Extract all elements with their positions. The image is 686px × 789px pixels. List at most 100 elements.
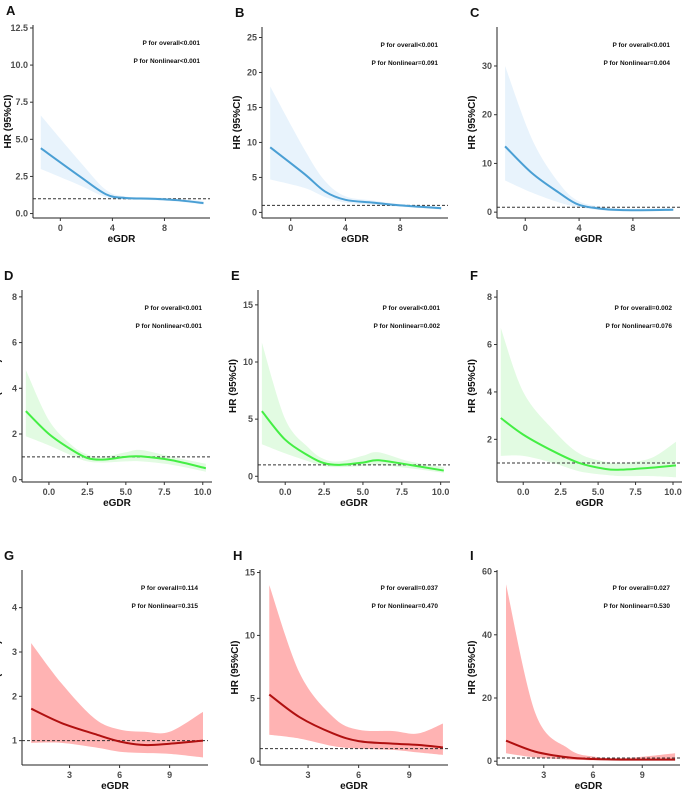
p-overall-label: P for overall=0.027 bbox=[612, 585, 670, 592]
y-axis-label: HR (95%CI) bbox=[232, 96, 243, 150]
panel-letter: B bbox=[235, 5, 244, 20]
y-axis-label: HR (95%CI) bbox=[467, 96, 478, 150]
x-tick-label: 10.0 bbox=[432, 487, 450, 497]
panel-letter: I bbox=[470, 548, 474, 563]
confidence-band bbox=[270, 86, 442, 210]
x-tick-label: 6 bbox=[117, 770, 122, 780]
x-tick-label: 5.0 bbox=[592, 487, 605, 497]
y-axis-label: HR (95%CI) bbox=[228, 359, 239, 413]
confidence-band bbox=[40, 115, 204, 205]
x-tick-label: 8 bbox=[630, 223, 635, 233]
panel-e: 0 5 10 15 0.0 2.5 5.0 7.5 10.0 eGDR HR (95%CI) E P f… bbox=[228, 268, 450, 509]
confidence-band bbox=[506, 584, 676, 761]
panel-h: 0 5 10 15 3 6 9 eGDR HR (95%CI) H P for overall=0.… bbox=[230, 548, 448, 789]
y-tick-label: 2 bbox=[12, 691, 17, 701]
x-tick-label: 2.5 bbox=[554, 487, 567, 497]
hr-curve bbox=[40, 147, 204, 205]
y-tick-label: 6 bbox=[487, 340, 492, 350]
y-tick-label: 0 bbox=[487, 756, 492, 766]
panel-d: 0 2 4 6 8 0.0 2.5 5.0 7.5 10.0 eGDR HR (95%CI) D P fo… bbox=[0, 268, 212, 509]
x-tick-label: 0.0 bbox=[517, 487, 530, 497]
p-nonlinear-label: P for Nonlinear=0.315 bbox=[131, 603, 198, 610]
x-tick-label: 2.5 bbox=[318, 487, 331, 497]
y-axis-label: HR (95%CI) bbox=[467, 359, 478, 413]
y-tick-label: 0 bbox=[250, 756, 255, 766]
x-tick-label: 6 bbox=[356, 770, 361, 780]
x-axis-label: eGDR bbox=[576, 498, 605, 509]
x-tick-label: 4 bbox=[343, 223, 348, 233]
y-tick-label: 5.0 bbox=[15, 134, 28, 144]
x-tick-label: 5.0 bbox=[357, 487, 370, 497]
y-tick-label: 30 bbox=[482, 61, 492, 71]
y-tick-label: 4 bbox=[12, 603, 17, 613]
confidence-band bbox=[269, 585, 443, 755]
y-tick-label: 10 bbox=[245, 630, 255, 640]
confidence-band bbox=[261, 342, 444, 473]
hr-curve bbox=[268, 693, 444, 749]
p-nonlinear-label: P for Nonlinear=0.004 bbox=[603, 60, 670, 67]
x-axis-label: eGDR bbox=[340, 498, 369, 509]
x-tick-label: 8 bbox=[398, 223, 403, 233]
panel-f: 2 4 6 8 0.0 2.5 5.0 7.5 10.0 eGDR HR (95%CI) F P for… bbox=[467, 268, 682, 509]
x-tick-label: 0 bbox=[58, 223, 63, 233]
panel-letter: E bbox=[231, 268, 240, 283]
panel-c: 0 10 20 30 0 4 8 eGDR HR (95%CI) C P for overall<0… bbox=[467, 5, 680, 245]
x-tick-label: 0 bbox=[288, 223, 293, 233]
y-tick-label: 10 bbox=[243, 357, 253, 367]
p-overall-label: P for overall=0.037 bbox=[380, 585, 438, 592]
confidence-band bbox=[25, 370, 206, 472]
y-tick-label: 10.0 bbox=[10, 60, 28, 70]
y-tick-label: 0 bbox=[248, 471, 253, 481]
y-tick-label: 2.5 bbox=[15, 171, 28, 181]
panel-letter: H bbox=[233, 548, 242, 563]
y-tick-label: 5 bbox=[252, 172, 257, 182]
y-tick-label: 0.0 bbox=[15, 209, 28, 219]
x-tick-label: 8 bbox=[162, 223, 167, 233]
p-nonlinear-label: P for Nonlinear=0.002 bbox=[373, 323, 440, 330]
hr-curve bbox=[504, 145, 674, 212]
y-tick-label: 40 bbox=[482, 630, 492, 640]
y-tick-label: 15 bbox=[247, 102, 257, 112]
p-overall-label: P for overall<0.001 bbox=[142, 40, 200, 47]
confidence-band bbox=[500, 327, 677, 478]
y-tick-label: 2 bbox=[12, 429, 17, 439]
p-overall-label: P for overall=0.114 bbox=[141, 585, 199, 592]
y-axis-label: HR (95%CI) bbox=[467, 641, 478, 695]
p-overall-label: P for overall<0.001 bbox=[144, 305, 202, 312]
x-axis-label: eGDR bbox=[341, 234, 370, 245]
y-tick-label: 5 bbox=[250, 693, 255, 703]
x-tick-label: 5.0 bbox=[120, 487, 133, 497]
hr-curve bbox=[30, 707, 204, 747]
y-tick-label: 6 bbox=[12, 338, 17, 348]
y-tick-label: 8 bbox=[487, 292, 492, 302]
y-tick-label: 3 bbox=[12, 647, 17, 657]
hr-curve bbox=[25, 410, 207, 470]
y-tick-label: 7.5 bbox=[15, 97, 28, 107]
x-tick-label: 9 bbox=[407, 770, 412, 780]
confidence-band bbox=[31, 643, 203, 758]
x-tick-label: 4 bbox=[577, 223, 582, 233]
x-tick-label: 0.0 bbox=[43, 487, 56, 497]
y-tick-label: 15 bbox=[243, 300, 253, 310]
hr-curve bbox=[505, 739, 676, 761]
p-overall-label: P for overall<0.001 bbox=[612, 42, 670, 49]
panel-letter: D bbox=[4, 268, 13, 283]
x-tick-label: 2.5 bbox=[81, 487, 94, 497]
hr-curve bbox=[261, 410, 444, 472]
y-tick-label: 10 bbox=[482, 158, 492, 168]
x-tick-label: 3 bbox=[541, 770, 546, 780]
y-tick-label: 10 bbox=[247, 137, 257, 147]
y-tick-label: 25 bbox=[247, 32, 257, 42]
x-tick-label: 4 bbox=[110, 223, 115, 233]
x-tick-label: 9 bbox=[640, 770, 645, 780]
p-nonlinear-label: P for Nonlinear=0.470 bbox=[371, 603, 438, 610]
panel-i: 0 20 40 60 3 6 9 eGDR HR (95%CI) I P for overall=0… bbox=[467, 548, 680, 789]
x-axis-label: eGDR bbox=[575, 781, 604, 789]
x-axis-label: eGDR bbox=[108, 234, 137, 245]
x-tick-label: 10.0 bbox=[194, 487, 212, 497]
y-tick-label: 0 bbox=[487, 207, 492, 217]
x-tick-label: 3 bbox=[306, 770, 311, 780]
x-tick-label: 7.5 bbox=[629, 487, 642, 497]
x-tick-label: 9 bbox=[167, 770, 172, 780]
